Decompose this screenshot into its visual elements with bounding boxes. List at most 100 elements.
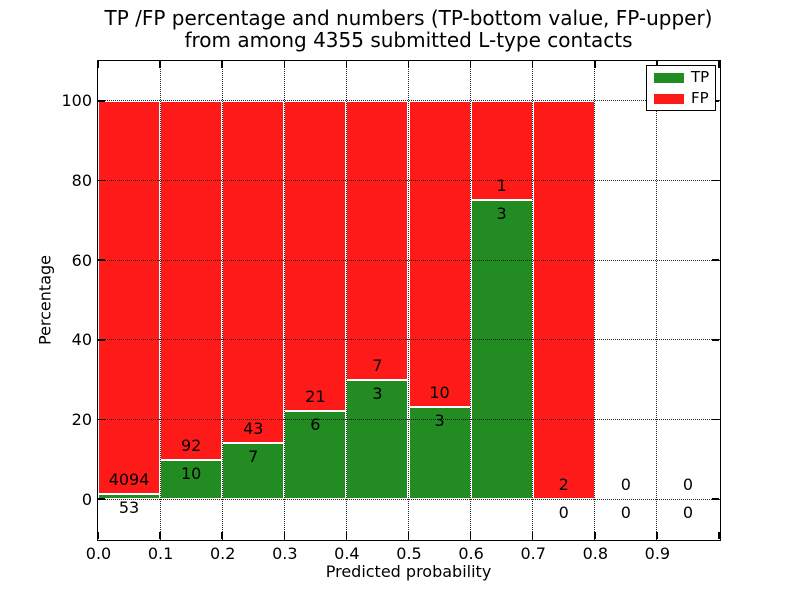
x-tick-mark bbox=[159, 61, 161, 68]
chart-title-line-1: TP /FP percentage and numbers (TP-bottom… bbox=[104, 6, 713, 30]
bar-segment-fp bbox=[160, 100, 223, 461]
x-tick-label: 0.5 bbox=[396, 544, 422, 563]
x-tick-mark bbox=[345, 61, 348, 68]
chart-title: TP /FP percentage and numbers (TP-bottom… bbox=[98, 7, 719, 51]
x-tick-mark bbox=[221, 532, 223, 539]
y-tick-mark bbox=[98, 259, 105, 261]
fp-count-label: 1 bbox=[496, 176, 507, 196]
grid-line-vertical bbox=[656, 61, 658, 540]
x-tick-label: 0.1 bbox=[147, 544, 174, 563]
x-tick-label: 0.3 bbox=[272, 544, 298, 563]
x-tick-mark bbox=[283, 61, 286, 68]
x-tick-label: 0.8 bbox=[582, 544, 609, 563]
legend: TP FP bbox=[646, 65, 716, 111]
bar-segment-tp bbox=[160, 460, 223, 500]
tp-count-label: 0 bbox=[682, 503, 694, 523]
x-axis-label: Predicted probability bbox=[325, 562, 492, 581]
y-tick-label: 40 bbox=[71, 330, 92, 350]
fp-count-label: 0 bbox=[682, 475, 694, 495]
x-tick-mark bbox=[97, 532, 99, 539]
tp-count-label: 10 bbox=[180, 464, 202, 484]
y-tick-mark bbox=[712, 339, 719, 341]
fp-count-label: 43 bbox=[243, 419, 264, 439]
x-tick-mark bbox=[594, 61, 596, 68]
grid-line-horizontal bbox=[98, 100, 720, 102]
fp-count-label: 0 bbox=[620, 475, 631, 495]
x-tick-mark bbox=[221, 61, 223, 68]
grid-line-horizontal bbox=[98, 180, 720, 181]
x-tick-label: 0.4 bbox=[334, 544, 360, 563]
bar-segment-tp bbox=[284, 410, 347, 500]
grid-line-horizontal bbox=[98, 339, 720, 341]
x-tick-mark bbox=[345, 532, 348, 539]
fp-count-label: 10 bbox=[429, 383, 450, 403]
x-tick-mark bbox=[159, 532, 161, 539]
bar-segment-fp bbox=[408, 100, 471, 408]
x-tick-label: 0.0 bbox=[85, 544, 112, 563]
legend-item-tp: TP bbox=[654, 70, 715, 85]
x-tick-label: 0.7 bbox=[520, 544, 546, 563]
y-tick-mark bbox=[712, 179, 719, 182]
x-tick-mark bbox=[531, 532, 534, 539]
grid-line-vertical bbox=[594, 61, 596, 540]
bar-segment-fp bbox=[346, 100, 409, 380]
tp-legend-swatch bbox=[654, 72, 684, 83]
plot-area: TP FP 4094 53 92 10 43 7 21 6 7 3 10 3 1 3 2 0 0 0 0 0 bbox=[97, 60, 721, 541]
bar-segment-fp bbox=[470, 100, 533, 201]
x-tick-mark bbox=[594, 532, 596, 539]
y-tick-mark bbox=[98, 418, 105, 421]
bar-segment-fp bbox=[532, 100, 595, 500]
y-tick-mark bbox=[98, 498, 105, 500]
legend-item-fp: FP bbox=[654, 91, 715, 106]
tp-legend-label: TP bbox=[691, 68, 710, 86]
grid-line-vertical bbox=[470, 61, 472, 540]
bar-segment-fp bbox=[284, 100, 347, 411]
grid-line-vertical bbox=[159, 61, 161, 540]
x-tick-mark bbox=[283, 532, 286, 539]
x-tick-mark bbox=[718, 532, 720, 539]
fp-legend-label: FP bbox=[691, 89, 709, 107]
tp-count-label: 0 bbox=[620, 503, 631, 523]
tp-count-label: 0 bbox=[558, 503, 569, 523]
tp-count-label: 3 bbox=[496, 204, 507, 224]
grid-line-vertical bbox=[283, 61, 285, 540]
x-tick-label: 0.2 bbox=[209, 544, 236, 563]
x-tick-label: 0.6 bbox=[458, 544, 484, 563]
bar-segment-tp bbox=[470, 200, 533, 500]
y-tick-mark bbox=[98, 100, 105, 102]
y-tick-label: 20 bbox=[71, 410, 92, 429]
tp-count-label: 3 bbox=[372, 383, 383, 403]
fp-count-label: 7 bbox=[372, 355, 383, 375]
x-tick-mark bbox=[656, 532, 658, 539]
y-tick-mark bbox=[712, 418, 719, 421]
tp-count-label: 53 bbox=[118, 498, 140, 518]
bar-segment-fp bbox=[98, 100, 161, 495]
grid-line-vertical bbox=[408, 61, 409, 540]
y-tick-label: 100 bbox=[61, 91, 92, 111]
x-tick-mark bbox=[407, 532, 410, 539]
x-tick-mark bbox=[718, 61, 720, 68]
bar-segment-tp bbox=[408, 407, 471, 500]
grid-line-vertical bbox=[532, 61, 534, 540]
x-tick-mark bbox=[407, 61, 410, 68]
fp-legend-swatch bbox=[654, 93, 684, 104]
y-tick-label: 60 bbox=[71, 250, 92, 270]
tp-count-label: 6 bbox=[310, 414, 321, 434]
grid-line-horizontal bbox=[98, 259, 720, 261]
x-tick-mark bbox=[469, 532, 472, 539]
grid-line-vertical bbox=[221, 61, 223, 540]
x-tick-mark bbox=[656, 61, 658, 68]
x-tick-mark bbox=[97, 61, 99, 68]
y-tick-mark bbox=[712, 259, 719, 261]
y-tick-mark bbox=[712, 498, 719, 500]
tp-count-label: 3 bbox=[434, 411, 445, 431]
fp-count-label: 92 bbox=[180, 436, 202, 456]
grid-line-horizontal bbox=[98, 419, 720, 420]
bar-segment-tp bbox=[346, 379, 409, 500]
y-tick-mark bbox=[98, 179, 105, 182]
chart-title-line-2: from among 4355 submitted L-type contact… bbox=[184, 28, 633, 52]
y-tick-mark bbox=[98, 339, 105, 341]
y-tick-label: 80 bbox=[71, 171, 92, 190]
fp-count-label: 4094 bbox=[108, 470, 150, 490]
